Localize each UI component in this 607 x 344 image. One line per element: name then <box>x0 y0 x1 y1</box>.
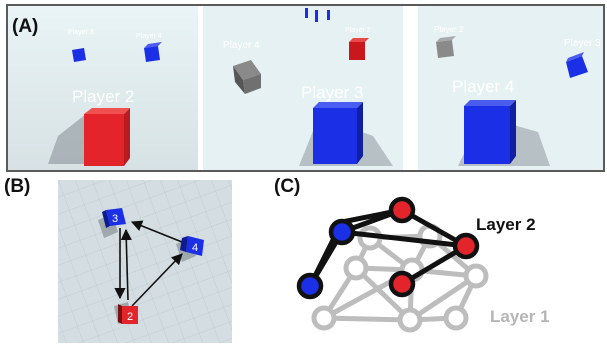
blue-cube-small <box>566 56 588 78</box>
gray-cube <box>233 60 261 80</box>
blue-node <box>328 218 356 246</box>
blue-cube <box>313 108 357 164</box>
layer2-nodes <box>296 196 480 300</box>
agent-2: 2 <box>118 304 138 324</box>
cube-top <box>84 108 130 114</box>
main-player-label: Player 3 <box>301 83 363 102</box>
small-label: Player 3 <box>68 29 94 36</box>
network-diagram: Layer 2 Layer 1 <box>296 196 550 333</box>
layer2-label: Layer 2 <box>476 215 536 234</box>
small-label: Player 4 <box>136 33 162 40</box>
small-label: Player 4 <box>223 40 260 51</box>
blue-cube-small <box>144 46 160 62</box>
red-cube <box>84 114 124 166</box>
red-node <box>452 232 480 260</box>
panel-c-label: (C) <box>274 176 301 197</box>
blue-cube <box>464 106 510 164</box>
red-cube-small <box>349 42 365 60</box>
view-player-3: Player 4 Player 2 Player 3 <box>203 6 403 170</box>
topview-panel: 3 4 2 <box>58 180 232 343</box>
view-3-scene: Player 2 Player 3 Player 4 <box>418 6 603 170</box>
view-2-scene: Player 4 Player 2 Player 3 <box>203 6 403 170</box>
gray-cube-small <box>436 40 454 58</box>
view-player-2: Player 3 Player 4 Player 2 <box>8 6 198 170</box>
view-player-4: Player 2 Player 3 Player 4 <box>418 6 603 170</box>
arrow <box>131 253 183 307</box>
svg-text:3: 3 <box>112 213 118 225</box>
arrow <box>130 220 183 243</box>
agent-4: 4 <box>180 236 204 256</box>
agent-3: 3 <box>102 208 126 228</box>
view-1-scene: Player 3 Player 4 Player 2 <box>8 6 198 170</box>
svg-text:4: 4 <box>192 242 198 254</box>
layer1-label: Layer 1 <box>490 307 550 326</box>
small-label: Player 3 <box>564 38 601 49</box>
cube-side <box>124 108 130 166</box>
panel-b-label: (B) <box>4 176 31 197</box>
blue-cube-small <box>72 48 86 62</box>
topview-scene: 3 4 2 <box>58 180 232 343</box>
main-player-label: Player 4 <box>452 77 514 96</box>
blue-node <box>296 272 324 300</box>
panel-a-label: (A) <box>12 16 39 37</box>
red-node <box>388 270 416 298</box>
main-player-label: Player 2 <box>72 87 134 106</box>
small-label: Player 2 <box>345 27 371 34</box>
small-label: Player 2 <box>434 25 464 34</box>
red-node <box>388 196 416 224</box>
arrow <box>120 228 132 301</box>
svg-text:2: 2 <box>127 311 133 323</box>
